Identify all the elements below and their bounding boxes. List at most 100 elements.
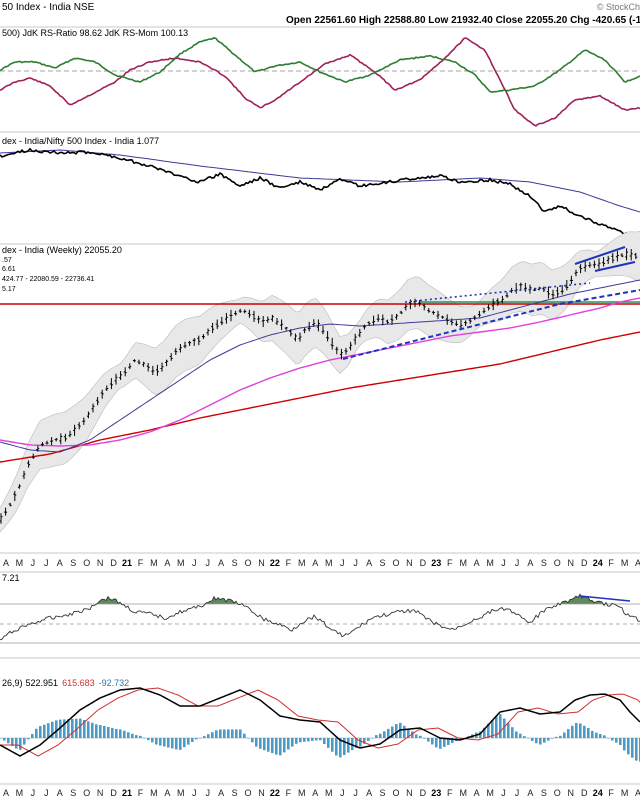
macd-hist-bar (311, 738, 314, 741)
x-tick-label: A (218, 558, 224, 568)
price-bar (86, 411, 90, 419)
x-tick-label: S (379, 558, 385, 568)
macd-hist-bar (367, 738, 370, 741)
x-tick-label: M (150, 788, 158, 798)
macd-hist-bar (539, 738, 542, 745)
macd-hist-bar (519, 733, 522, 738)
price-bar (169, 353, 173, 361)
price-bar (270, 314, 274, 322)
x-axis-top: A M J J A S O N D 21 F M A M J J A S O N 22 F M A M J J A S O N D 23 F M A M… (3, 558, 640, 568)
x-tick-label: N (258, 558, 265, 568)
x-tick-label: J (205, 558, 210, 568)
macd-hist-bar (247, 738, 250, 739)
macd-hist-bar (119, 729, 122, 738)
macd-hist-bar (103, 726, 106, 738)
x-tick-label: F (138, 558, 144, 568)
x-tick-label: A (366, 558, 372, 568)
macd-hist-bar (375, 735, 378, 738)
macd-hist-bar (563, 732, 566, 738)
price-bar (234, 310, 238, 316)
macd-hist-bar (223, 729, 226, 738)
macd-hist-bar (543, 738, 546, 743)
x-tick-label: M (459, 558, 467, 568)
macd-hist-bar (239, 729, 242, 738)
macd-hist-bar (611, 738, 614, 741)
macd-hist-bar (491, 720, 494, 738)
macd-hist-bar (275, 738, 278, 755)
macd-hist-bar (335, 738, 338, 756)
macd-hist-bar (363, 738, 366, 744)
macd-hist-bar (555, 736, 558, 738)
macd-hist-bar (635, 738, 638, 761)
bollinger-lower (0, 275, 640, 533)
x-tick-label: M (16, 558, 24, 568)
x-tick-label: A (57, 788, 63, 798)
macd-hist-bar (591, 730, 594, 738)
macd-hist-bar (215, 730, 218, 738)
x-tick-label: J (44, 558, 49, 568)
price-bar (27, 460, 31, 468)
price-bar (36, 445, 40, 452)
macd-hist-bar (299, 738, 302, 743)
x-tick-label: A (635, 788, 640, 798)
price-bar (335, 346, 339, 355)
x-tick-label: D (581, 558, 588, 568)
macd-hist-bar (599, 734, 602, 738)
macd-hist-bar (487, 723, 490, 738)
price-bars (0, 248, 638, 524)
price-bar (551, 289, 555, 300)
macd-hist-bar (499, 714, 502, 738)
price-bar (606, 255, 610, 264)
price-bar (588, 261, 592, 268)
macd-hist-bar (123, 730, 126, 738)
macd-hist-bar (63, 719, 66, 738)
macd-hist-bar (71, 718, 74, 738)
x-tick-label: N (568, 788, 575, 798)
price-bar (105, 385, 109, 391)
x-tick-label: J (31, 788, 36, 798)
price-bar (542, 286, 546, 292)
macd-hist-bar (451, 738, 454, 743)
macd-hist-bar (3, 738, 6, 741)
macd-hist-bar (535, 738, 538, 744)
macd-hist-bar (67, 719, 70, 738)
price-bar (174, 347, 178, 356)
price-bar (316, 319, 320, 332)
x-tick-label: O (83, 558, 90, 568)
macd-hist-bar (423, 738, 426, 739)
watermark: © StockCh (597, 2, 640, 12)
x-tick-label: 22 (270, 558, 280, 568)
price-bar (45, 440, 49, 445)
x-tick-label: O (392, 558, 399, 568)
x-tick-label: A (474, 788, 480, 798)
price-bar (137, 359, 141, 365)
panel-frames (0, 26, 640, 785)
x-tick-label: O (244, 788, 251, 798)
macd-signal-value: 615.683 (62, 678, 95, 688)
x-axis-bottom: A M J J A S O N D 21 F M A M J J A S O N 22 F M A M J J A S O N D 23 F M A M… (3, 788, 640, 798)
macd-hist-bar (507, 722, 510, 738)
price-bar (473, 315, 477, 321)
price-bar (579, 264, 583, 274)
price-bar (59, 433, 63, 445)
macd-legend: 26,9) 522.951 615.683 -92.732 (2, 678, 129, 688)
macd-hist-bar (427, 738, 430, 742)
macd-hist-bar (447, 738, 450, 745)
x-tick-label: F (608, 788, 614, 798)
x-tick-label: D (420, 558, 427, 568)
x-tick-label: M (177, 788, 185, 798)
macd-hist-bar (579, 723, 582, 738)
price-bar (381, 314, 385, 326)
macd-hist-bar (191, 738, 194, 742)
macd-hist-bar (315, 738, 318, 741)
x-tick-label: M (298, 788, 306, 798)
macd-hist-bar (115, 728, 118, 738)
price-bar (625, 248, 629, 261)
price-bar (123, 367, 127, 377)
macd-hist-bar (255, 738, 258, 747)
price-bar (298, 332, 302, 342)
rs-mom-series (0, 36, 640, 94)
macd-hist-bar (291, 738, 294, 747)
price-bar (96, 396, 100, 406)
price-bar (427, 308, 431, 313)
